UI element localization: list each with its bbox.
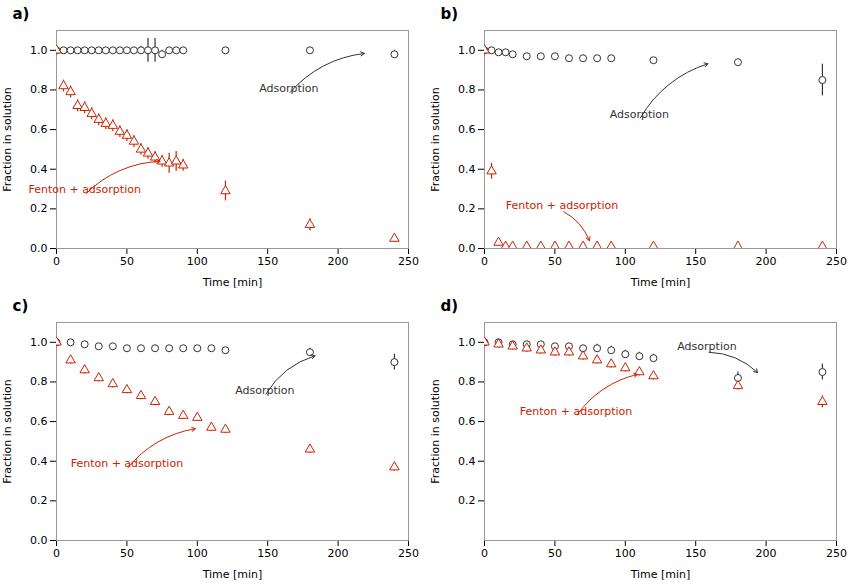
svg-text:a): a) [13,5,30,23]
svg-text:Adsorption: Adsorption [259,82,318,95]
svg-text:0.2: 0.2 [458,494,476,507]
svg-text:0.6: 0.6 [30,123,48,136]
svg-text:50: 50 [120,547,134,560]
svg-text:Fraction in solution: Fraction in solution [1,379,14,484]
svg-text:Time [min]: Time [min] [630,276,691,289]
svg-text:Time [min]: Time [min] [202,276,263,289]
svg-text:150: 150 [257,547,278,560]
svg-text:Adsorption: Adsorption [610,108,669,121]
svg-text:150: 150 [257,255,278,268]
svg-text:1.0: 1.0 [458,336,476,349]
svg-text:100: 100 [187,255,208,268]
svg-text:0.6: 0.6 [458,415,476,428]
svg-text:0.8: 0.8 [30,83,48,96]
svg-text:Fraction in solution: Fraction in solution [429,87,442,192]
svg-text:Fenton + adsorption: Fenton + adsorption [506,199,618,212]
svg-text:0.2: 0.2 [30,494,48,507]
svg-text:100: 100 [615,255,636,268]
svg-text:50: 50 [120,255,134,268]
svg-text:1.0: 1.0 [30,336,48,349]
svg-text:150: 150 [685,547,706,560]
svg-text:Adsorption: Adsorption [677,340,736,353]
svg-text:0.4: 0.4 [458,455,476,468]
svg-text:0.8: 0.8 [458,83,476,96]
svg-text:Time [min]: Time [min] [202,568,263,581]
svg-text:Fenton + adsorption: Fenton + adsorption [520,405,632,418]
svg-text:250: 250 [398,255,419,268]
svg-text:d): d) [441,297,459,315]
svg-text:200: 200 [328,547,349,560]
svg-text:1.0: 1.0 [30,44,48,57]
svg-text:200: 200 [756,547,777,560]
svg-text:100: 100 [615,547,636,560]
svg-text:200: 200 [756,255,777,268]
svg-text:0: 0 [481,255,488,268]
svg-text:0.8: 0.8 [458,375,476,388]
svg-text:1.0: 1.0 [458,44,476,57]
svg-text:0: 0 [53,255,60,268]
svg-text:250: 250 [826,255,847,268]
svg-text:0.4: 0.4 [30,455,48,468]
svg-text:Fraction in solution: Fraction in solution [429,379,442,484]
svg-text:0.0: 0.0 [30,534,48,547]
svg-text:0.4: 0.4 [30,163,48,176]
svg-text:Fraction in solution: Fraction in solution [1,87,14,192]
svg-text:Fenton + adsorption: Fenton + adsorption [71,457,183,470]
svg-text:150: 150 [685,255,706,268]
svg-text:250: 250 [398,547,419,560]
svg-text:0.0: 0.0 [30,242,48,255]
svg-text:0.2: 0.2 [30,202,48,215]
svg-text:0.8: 0.8 [30,375,48,388]
svg-text:Time [min]: Time [min] [630,568,691,581]
svg-text:100: 100 [187,547,208,560]
svg-text:b): b) [441,5,459,23]
svg-text:0.6: 0.6 [458,123,476,136]
svg-text:0.6: 0.6 [30,415,48,428]
svg-text:250: 250 [826,547,847,560]
svg-text:Fenton + adsorption: Fenton + adsorption [28,183,140,196]
svg-text:0.0: 0.0 [458,242,476,255]
svg-text:0.2: 0.2 [458,202,476,215]
svg-text:0: 0 [53,547,60,560]
svg-text:50: 50 [548,547,562,560]
svg-text:c): c) [13,297,29,315]
svg-text:200: 200 [328,255,349,268]
svg-text:0.4: 0.4 [458,163,476,176]
svg-text:50: 50 [548,255,562,268]
svg-text:Adsorption: Adsorption [235,384,294,397]
svg-text:0: 0 [481,547,488,560]
